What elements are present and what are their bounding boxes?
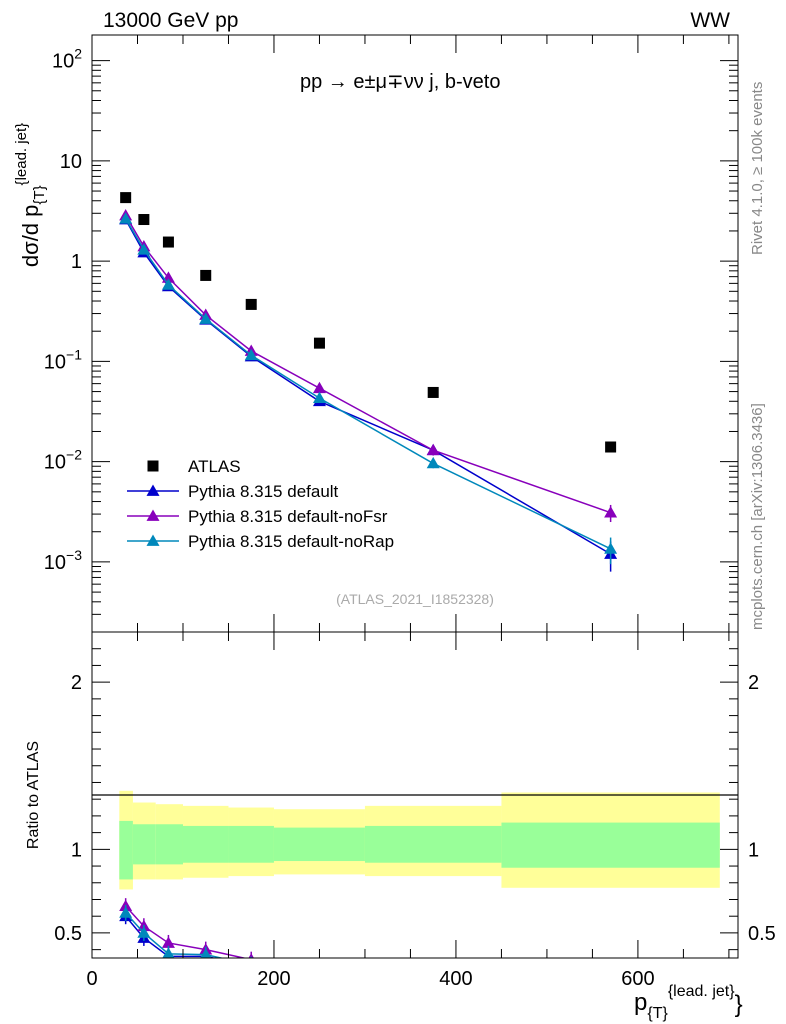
ratio-stat-band <box>132 824 156 865</box>
legend-marker <box>146 534 160 546</box>
main-y-tick-label: 102 <box>52 46 82 73</box>
ratio-y-tick-label-right: 2 <box>748 672 759 694</box>
process-label: WW <box>690 9 730 32</box>
ratio-y-tick-label: 1 <box>71 839 82 861</box>
data-point-atlas <box>162 236 174 248</box>
main-x-ticks <box>91 35 730 632</box>
ratio-stat-band <box>228 825 274 863</box>
ratio-frame <box>91 631 739 959</box>
main-y-tick-label: 1 <box>71 251 82 273</box>
legend: ATLAS Pythia 8.315 default Pythia 8.315 de… <box>127 457 394 551</box>
data-point-pythia-8-315-default-nofsr <box>604 506 618 518</box>
ratio-point-pythia-8-315-default-nofsr <box>248 953 254 958</box>
ratio-y-label: Ratio to ATLAS <box>25 741 42 849</box>
main-y-label: dσ/d p{T}{lead. jet} <box>13 123 48 267</box>
ratio-point-pythia-8-315-default-norap <box>162 947 175 958</box>
main-series <box>119 192 618 572</box>
x-tick-label: 0 <box>86 968 97 990</box>
data-point-atlas <box>605 441 617 453</box>
ratio-point-pythia-8-315-default-norap <box>245 958 258 969</box>
legend-label: Pythia 8.315 default-noRap <box>188 532 394 551</box>
ratio-y-ticks: 0.5 0.5 1 1 2 2 <box>54 648 776 951</box>
data-point-atlas <box>427 386 439 398</box>
legend-label: Pythia 8.315 default <box>188 482 339 501</box>
ratio-stat-band <box>155 824 183 865</box>
legend-marker <box>146 509 160 521</box>
ratio-point-pythia-8-315-default-norap <box>119 906 133 918</box>
ratio-point-pythia-8-315-default-nofsr <box>161 936 175 948</box>
main-y-tick-label: 10−3 <box>44 547 82 574</box>
ratio-stat-band <box>119 820 133 880</box>
energy-label: 13000 GeV pp <box>103 9 238 32</box>
legend-label: Pythia 8.315 default-noFsr <box>188 507 388 526</box>
ratio-point-pythia-8-315-default-norap <box>200 948 212 958</box>
legend-marker <box>147 460 159 472</box>
data-point-pythia-8-315-default-norap <box>137 243 151 255</box>
data-point-atlas <box>245 298 257 310</box>
series-line-pythia-8-315-default-norap <box>125 218 611 550</box>
legend-marker <box>146 484 160 496</box>
ratio-stat-band <box>273 827 365 862</box>
x-tick-label: 200 <box>257 968 290 990</box>
ratio-stat-band <box>364 825 502 863</box>
main-y-tick-label: 10−1 <box>44 346 82 373</box>
data-point-pythia-8-315-default-norap <box>312 391 326 404</box>
ratio-x-ticks: 0 200 400 600 <box>86 632 730 990</box>
ratio-series-clipped <box>119 898 258 971</box>
data-point-atlas <box>138 214 150 226</box>
data-point-pythia-8-315-default-norap <box>199 312 213 324</box>
ratio-stat-band <box>182 825 229 863</box>
ratio-y-tick-label: 0.5 <box>54 923 82 945</box>
main-y-tick-label: 10−2 <box>44 447 82 474</box>
x-tick-label: 600 <box>621 968 654 990</box>
data-point-pythia-8-315-default-nofsr <box>426 443 440 456</box>
main-y-ticks: 10−3 10−2 10−1 1 10 102 <box>44 46 738 633</box>
data-point-pythia-8-315-default-norap <box>604 542 618 554</box>
series-line-pythia-8-315-default <box>125 219 611 555</box>
main-panel: 10−3 10−2 10−1 1 10 102 pp → e±μ∓νν j, b-veto… <box>13 34 739 633</box>
data-point-pythia-8-315-default-norap <box>244 348 258 361</box>
data-point-atlas <box>120 192 132 204</box>
data-point-pythia-8-315-default-norap <box>161 278 175 290</box>
data-point-atlas <box>200 269 212 281</box>
data-point-pythia-8-315-default-norap <box>119 212 133 224</box>
data-point-atlas <box>313 337 325 349</box>
main-y-tick-label: 10 <box>60 151 82 173</box>
ratio-series <box>119 898 258 971</box>
x-tick-label: 400 <box>439 968 472 990</box>
data-point-pythia-8-315-default-norap <box>426 456 440 469</box>
ratio-stat-band <box>501 822 720 868</box>
ratio-y-tick-label: 2 <box>71 672 82 694</box>
rivet-label: Rivet 4.1.0, ≥ 100k events <box>749 82 766 255</box>
data-point-pythia-8-315-default-nofsr <box>312 381 326 394</box>
main-title: pp → e±μ∓νν j, b-veto <box>300 71 500 93</box>
ratio-point-pythia-8-315-default-norap <box>137 926 151 938</box>
ratio-y-tick-label-right: 0.5 <box>748 923 776 945</box>
ratio-bands <box>119 790 720 890</box>
ratio-point-pythia-8-315-default <box>245 960 258 971</box>
ratio-y-tick-label-right: 1 <box>748 839 759 861</box>
legend-label: ATLAS <box>188 457 241 476</box>
analysis-tag: (ATLAS_2021_I1852328) <box>336 591 494 607</box>
ratio-panel: 0.5 0.51 12 2 0 200 400 600 Ratio to ATLAS p{T… <box>25 631 776 1022</box>
mcplots-label: mcplots.cern.ch [arXiv:1306.3436] <box>749 403 766 630</box>
